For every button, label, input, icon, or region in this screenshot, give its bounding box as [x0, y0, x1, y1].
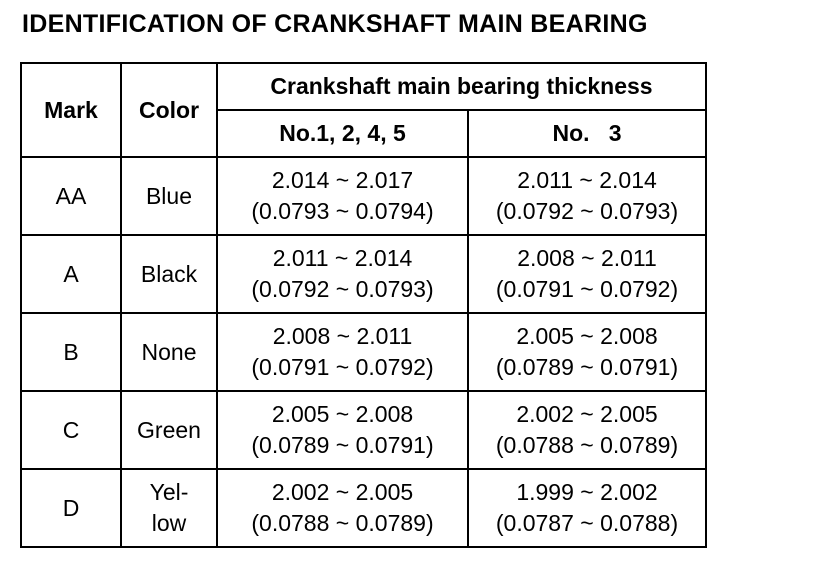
thickness-group-b-cell: 2.005 ~ 2.008 (0.0789 ~ 0.0791): [467, 312, 707, 392]
color-cell: Green: [120, 390, 218, 470]
color-cell: Yel- low: [120, 468, 218, 548]
page-title: IDENTIFICATION OF CRANKSHAFT MAIN BEARIN…: [22, 10, 648, 38]
header-group-a: No.1, 2, 4, 5: [216, 109, 469, 158]
thickness-mm: 2.011 ~ 2.014: [517, 167, 657, 193]
thickness-mm: 2.005 ~ 2.008: [271, 401, 414, 427]
color-line: Yel-: [149, 479, 189, 505]
thickness-mm: 1.999 ~ 2.002: [516, 479, 658, 505]
mark-cell: B: [20, 312, 122, 392]
thickness-in: (0.0789 ~ 0.0791): [251, 432, 434, 458]
table-row: AA Blue 2.014 ~ 2.017 (0.0793 ~ 0.0794) …: [20, 156, 707, 236]
header-mark: Mark: [20, 62, 122, 158]
mark-cell: D: [20, 468, 122, 548]
thickness-mm: 2.011 ~ 2.014: [272, 245, 413, 271]
thickness-mm: 2.014 ~ 2.017: [271, 167, 414, 193]
mark-cell: C: [20, 390, 122, 470]
mark-cell: A: [20, 234, 122, 314]
thickness-group-a-cell: 2.005 ~ 2.008 (0.0789 ~ 0.0791): [216, 390, 469, 470]
header-row: Mark Color Crankshaft main bearing thick…: [20, 62, 707, 158]
color-line: Blue: [145, 182, 193, 209]
thickness-in: (0.0788 ~ 0.0789): [251, 510, 434, 536]
table-row: A Black 2.011 ~ 2.014 (0.0792 ~ 0.0793) …: [20, 234, 707, 314]
thickness-group-a-cell: 2.011 ~ 2.014 (0.0792 ~ 0.0793): [216, 234, 469, 314]
color-line: Black: [140, 260, 198, 287]
thickness-group-a-cell: 2.002 ~ 2.005 (0.0788 ~ 0.0789): [216, 468, 469, 548]
header-group-b: No. 3: [467, 109, 707, 158]
color-line: None: [141, 338, 197, 365]
thickness-in: (0.0787 ~ 0.0788): [495, 510, 679, 536]
thickness-in: (0.0792 ~ 0.0793): [495, 198, 679, 224]
thickness-mm: 2.005 ~ 2.008: [516, 323, 658, 349]
thickness-in: (0.0788 ~ 0.0789): [495, 432, 679, 458]
table-row: C Green 2.005 ~ 2.008 (0.0789 ~ 0.0791) …: [20, 390, 707, 470]
header-thickness: Crankshaft main bearing thickness: [216, 62, 707, 111]
thickness-group-b-cell: 2.011 ~ 2.014 (0.0792 ~ 0.0793): [467, 156, 707, 236]
thickness-group-a-cell: 2.008 ~ 2.011 (0.0791 ~ 0.0792): [216, 312, 469, 392]
thickness-in: (0.0789 ~ 0.0791): [495, 354, 679, 380]
color-cell: Black: [120, 234, 218, 314]
color-line: low: [151, 510, 187, 536]
table-row: B None 2.008 ~ 2.011 (0.0791 ~ 0.0792) 2…: [20, 312, 707, 392]
thickness-mm: 2.002 ~ 2.005: [271, 479, 414, 505]
color-cell: Blue: [120, 156, 218, 236]
header-subrow: No.1, 2, 4, 5 No. 3: [21, 109, 707, 158]
thickness-group-a-cell: 2.014 ~ 2.017 (0.0793 ~ 0.0794): [216, 156, 469, 236]
thickness-mm: 2.002 ~ 2.005: [516, 401, 658, 427]
thickness-group-b-cell: 2.008 ~ 2.011 (0.0791 ~ 0.0792): [467, 234, 707, 314]
mark-cell: AA: [20, 156, 122, 236]
thickness-in: (0.0792 ~ 0.0793): [251, 276, 434, 302]
color-cell: None: [120, 312, 218, 392]
thickness-in: (0.0793 ~ 0.0794): [251, 198, 434, 224]
color-line: Green: [137, 416, 201, 443]
thickness-mm: 2.008 ~ 2.011: [272, 323, 413, 349]
thickness-mm: 2.008 ~ 2.011: [517, 245, 657, 271]
thickness-in: (0.0791 ~ 0.0792): [495, 276, 679, 302]
header-color: Color: [120, 62, 218, 158]
table-row: D Yel- low 2.002 ~ 2.005 (0.0788 ~ 0.078…: [20, 468, 707, 548]
thickness-group-b-cell: 2.002 ~ 2.005 (0.0788 ~ 0.0789): [467, 390, 707, 470]
thickness-group-b-cell: 1.999 ~ 2.002 (0.0787 ~ 0.0788): [467, 468, 707, 548]
thickness-in: (0.0791 ~ 0.0792): [251, 354, 434, 380]
bearing-thickness-table: Mark Color Crankshaft main bearing thick…: [20, 62, 707, 548]
